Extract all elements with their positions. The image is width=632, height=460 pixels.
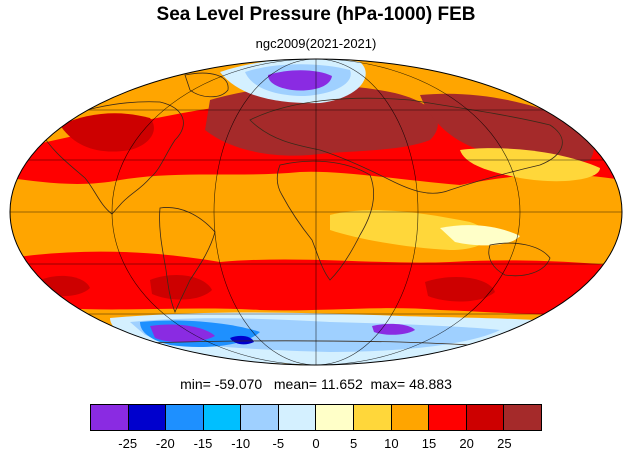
colorbar-tick-label: 25	[497, 436, 512, 451]
coastlines	[39, 72, 563, 353]
north-america-coast	[39, 101, 184, 215]
graticule	[10, 59, 622, 365]
eurasia-coast	[249, 97, 563, 194]
colorbar-tick-label: -10	[231, 436, 251, 451]
australia-coast	[488, 242, 551, 277]
max-label: max=	[370, 376, 406, 392]
colorbar-swatch	[466, 405, 505, 430]
map-border	[9, 58, 623, 366]
colorbar-swatch	[241, 405, 279, 430]
colorbar-swatch	[391, 405, 430, 430]
colorbar-swatch	[278, 405, 317, 430]
tropic-weak	[440, 225, 520, 246]
colorbar-swatch	[504, 405, 541, 430]
colorbar-swatch	[316, 405, 355, 430]
colorbar	[90, 404, 542, 431]
colorbar-tick-label: 10	[384, 436, 399, 451]
max-value: 48.883	[409, 376, 452, 392]
greenland-coast	[184, 72, 229, 98]
eurasia-high	[205, 85, 438, 156]
africa-coast	[276, 160, 375, 281]
colorbar-swatch	[166, 405, 204, 430]
colorbar-tick-label: 5	[350, 436, 358, 451]
south-high-core-1	[150, 275, 212, 300]
southern-low-core-1	[150, 324, 215, 343]
colorbar-swatch	[203, 405, 242, 430]
tropic-moderate-1	[330, 210, 488, 250]
south-america-coast	[159, 207, 216, 314]
min-value: -59.070	[214, 376, 263, 392]
colorbar-ticks: -25 -20 -15 -10 -5 0 5 10 15 20 25	[90, 436, 542, 454]
pressure-field	[10, 59, 622, 365]
map-subtitle: ngc2009(2021-2021)	[255, 36, 377, 51]
southern-low-core-2	[372, 323, 415, 335]
colorbar-tick-label: 20	[459, 436, 474, 451]
south-high-core-2	[425, 277, 495, 302]
colorbar-tick-label: 15	[421, 436, 437, 451]
colorbar-swatch	[354, 405, 392, 430]
colorbar-tick-label: -20	[155, 436, 175, 451]
colorbar-swatch	[429, 405, 467, 430]
mean-label: mean=	[273, 376, 318, 392]
na-high	[60, 113, 154, 152]
mean-value: 11.652	[320, 376, 363, 392]
colorbar-swatch	[128, 405, 167, 430]
map-title: Sea Level Pressure (hPa-1000) FEB	[156, 4, 476, 25]
min-label: min=	[180, 376, 211, 392]
colorbar-tick-label: 0	[312, 436, 320, 451]
asia-high	[420, 93, 594, 164]
colorbar-tick-label: -25	[118, 436, 138, 451]
colorbar-tick-label: -15	[193, 436, 213, 451]
tropic-moderate-2	[460, 148, 600, 182]
colorbar-tick-label: -5	[272, 436, 285, 451]
statistics-line: min= -59.070 mean= 11.652 max= 48.883	[0, 376, 632, 392]
southern-low-core-3	[230, 335, 254, 345]
colorbar-swatch	[91, 405, 129, 430]
